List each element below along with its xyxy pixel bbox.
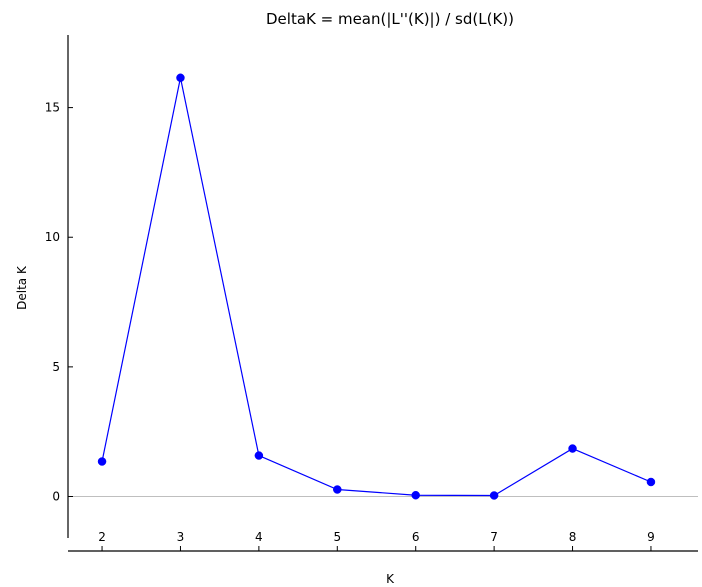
delta-k-series-line xyxy=(101,77,652,497)
data-point xyxy=(333,485,342,494)
x-tick-label: 8 xyxy=(569,530,577,544)
data-point xyxy=(411,490,420,500)
y-tick-label: 0 xyxy=(52,490,60,504)
x-tick-label: 6 xyxy=(412,530,420,544)
x-tick-label: 7 xyxy=(490,530,498,544)
data-point xyxy=(97,457,107,466)
data-point xyxy=(489,491,499,500)
data-point xyxy=(176,73,185,83)
data-point xyxy=(568,444,577,453)
y-tick-label: 10 xyxy=(45,230,60,244)
x-tick-label: 9 xyxy=(647,530,655,544)
plot-area: 0 5 10 15 2 3 4 5 6 7 8 9 xyxy=(45,35,698,552)
y-tick-label: 15 xyxy=(45,101,60,115)
x-tick-label: 5 xyxy=(333,530,341,544)
y-axis-label: Delta K xyxy=(15,265,29,310)
data-point xyxy=(254,451,264,460)
x-tick-label: 3 xyxy=(177,530,185,544)
x-tick-label: 2 xyxy=(98,530,106,544)
y-tick-label: 5 xyxy=(52,360,60,374)
x-axis-label: K xyxy=(386,572,395,586)
x-tick-label: 4 xyxy=(255,530,263,544)
chart-title: DeltaK = mean(|L''(K)|) / sd(L(K)) xyxy=(266,10,514,28)
data-point xyxy=(646,477,656,487)
